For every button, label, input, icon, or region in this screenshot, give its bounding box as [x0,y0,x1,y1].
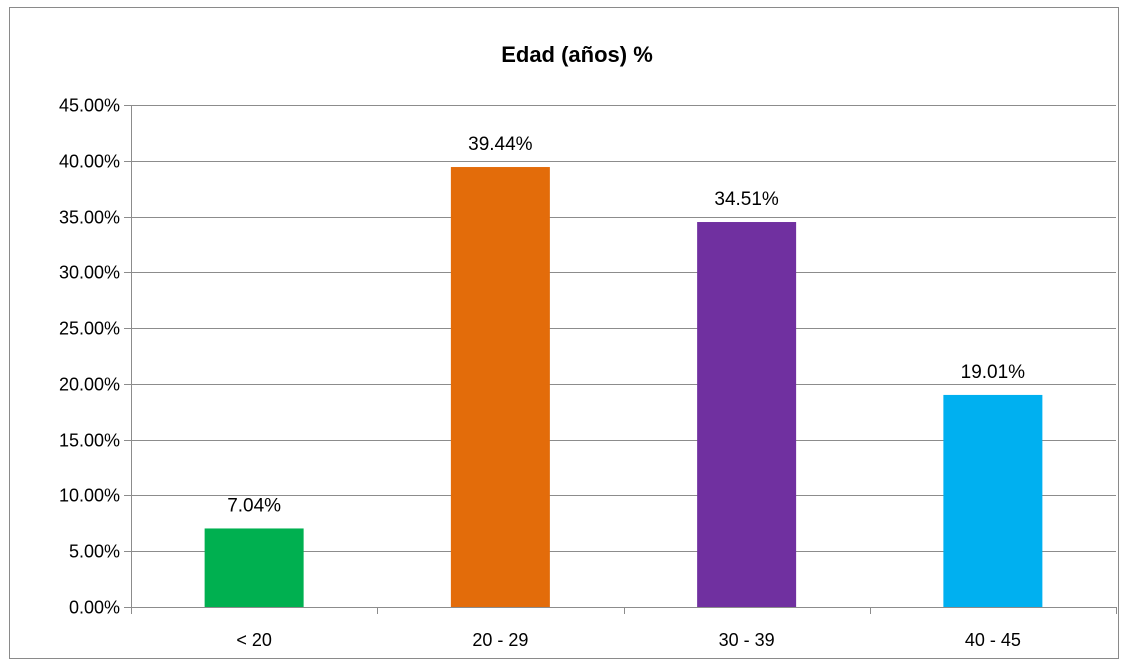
y-tick-label: 30.00% [59,263,120,283]
x-axis-ticks: < 20 20 - 29 30 - 39 40 - 45 [131,607,1117,650]
data-label: 19.01% [961,362,1026,383]
y-tick-label: 45.00% [59,96,120,116]
x-tick-label: 40 - 45 [965,630,1021,650]
axes [131,105,1116,608]
bar [943,394,1043,607]
data-label: 39.44% [468,134,533,155]
y-tick-label: 15.00% [59,431,120,451]
y-tick-label: 0.00% [69,598,120,618]
y-tick-label: 10.00% [59,486,120,506]
y-tick-label: 40.00% [59,152,120,172]
y-axis-ticks: 0.00% 5.00% 10.00% 15.00% 20.00% 25.00% 30.00%… [59,96,131,618]
data-labels: 7.04% 39.44% 34.51% 19.01% [227,134,1025,516]
y-tick-label: 5.00% [69,542,120,562]
x-tick-label: 30 - 39 [719,630,775,650]
bars [204,167,1043,607]
y-tick-label: 25.00% [59,319,120,339]
bar [697,222,797,607]
data-label: 34.51% [714,189,779,210]
x-tick-label: 20 - 29 [472,630,528,650]
y-tick-label: 35.00% [59,208,120,228]
y-tick-label: 20.00% [59,375,120,395]
chart-frame [9,7,1119,659]
x-tick-label: < 20 [236,630,272,650]
bar [450,167,550,607]
data-label: 7.04% [227,495,281,516]
chart-title: Edad (años) % [501,42,653,67]
bar [204,528,304,607]
